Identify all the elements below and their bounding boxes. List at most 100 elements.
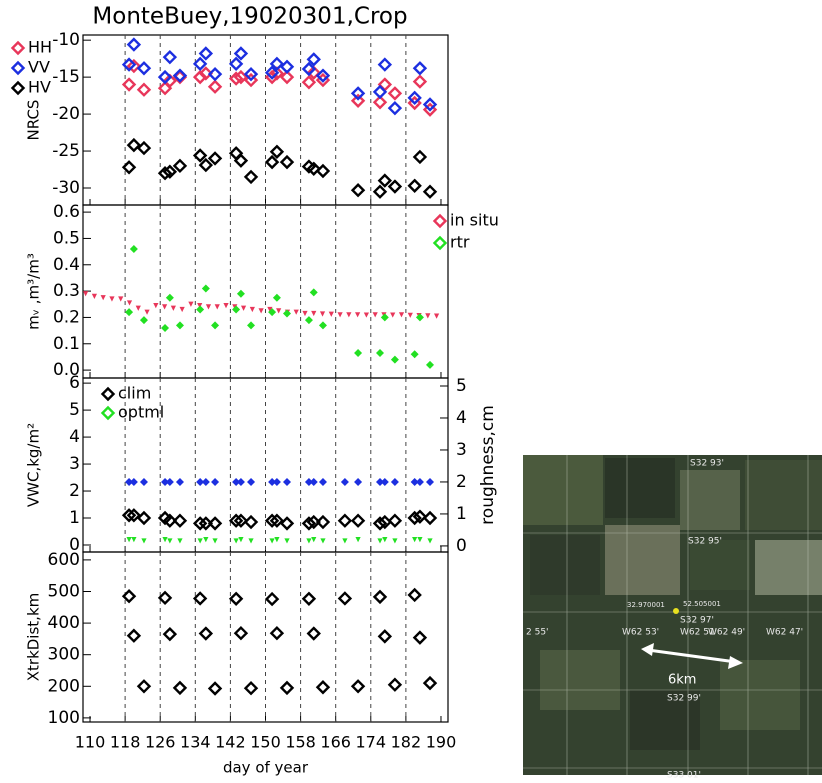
x-tick-label: 110: [75, 733, 106, 752]
field: [540, 650, 620, 710]
legend-label: HH: [28, 38, 52, 57]
marker: [381, 478, 389, 486]
satellite-map: S32 93'S32 95'32.97000152.505001S32 97'2…: [523, 455, 822, 781]
marker: [414, 76, 425, 87]
marker: [354, 478, 362, 486]
marker: [210, 69, 221, 80]
marker: [200, 48, 211, 59]
marker: [354, 349, 362, 357]
y-tick-label: 0.2: [53, 307, 80, 327]
marker: [389, 515, 400, 526]
y2-tick-label: 1: [456, 504, 467, 524]
site-marker: [673, 608, 679, 614]
marker: [118, 296, 123, 301]
marker: [195, 58, 206, 69]
x-tick-label: 166: [320, 733, 351, 752]
field: [680, 470, 740, 530]
marker: [161, 324, 169, 332]
marker: [302, 311, 307, 316]
marker: [160, 592, 171, 603]
marker: [284, 538, 289, 543]
marker: [247, 321, 255, 329]
marker: [306, 538, 311, 543]
marker: [381, 313, 389, 321]
marker: [138, 681, 149, 692]
marker: [235, 48, 246, 59]
marker: [303, 593, 314, 604]
marker: [167, 538, 172, 543]
marker: [210, 153, 221, 164]
marker: [188, 302, 193, 307]
marker: [414, 632, 425, 643]
marker: [337, 312, 342, 317]
field: [530, 535, 600, 595]
marker: [377, 538, 382, 543]
marker: [273, 478, 281, 486]
marker: [389, 88, 400, 99]
x-tick-label: 126: [145, 733, 176, 752]
marker: [195, 150, 206, 161]
y-tick-label: 0.4: [53, 255, 80, 275]
marker: [425, 186, 436, 197]
y-tick-label: 0.1: [53, 334, 80, 354]
marker: [426, 361, 434, 369]
marker: [317, 682, 328, 693]
marker: [180, 307, 185, 312]
legend-label: rtr: [450, 233, 470, 252]
map-label: 2 55': [526, 628, 549, 638]
legend-label: in situ: [450, 211, 499, 230]
map-label: W62 53': [622, 628, 659, 638]
marker: [138, 63, 149, 74]
marker: [259, 308, 264, 313]
marker: [434, 314, 439, 319]
marker: [138, 84, 149, 95]
y-tick-label: 300: [48, 645, 80, 665]
y2-tick-label: 5: [456, 376, 467, 396]
marker: [200, 628, 211, 639]
marker: [399, 312, 404, 317]
marker: [425, 313, 430, 318]
marker: [391, 478, 399, 486]
marker: [232, 306, 240, 314]
marker: [346, 312, 351, 317]
y-tick-label: 0.3: [53, 281, 80, 301]
field: [720, 660, 800, 730]
marker: [237, 290, 245, 298]
y-tick-label: -25: [52, 141, 80, 161]
marker: [267, 157, 278, 168]
marker: [174, 515, 185, 526]
marker: [426, 478, 434, 486]
marker: [127, 300, 132, 305]
marker: [144, 310, 149, 315]
marker: [130, 245, 138, 253]
marker: [176, 478, 184, 486]
marker: [283, 309, 291, 317]
marker: [195, 593, 206, 604]
marker: [164, 52, 175, 63]
y-tick-label: 0.5: [53, 228, 80, 248]
marker: [202, 284, 210, 292]
marker: [414, 151, 425, 162]
legend-marker: [13, 43, 24, 54]
y-tick-label: 500: [48, 581, 80, 601]
marker: [281, 518, 292, 529]
marker: [411, 350, 419, 358]
marker: [171, 306, 176, 311]
marker: [379, 175, 390, 186]
y-tick-label: 400: [48, 613, 80, 633]
marker: [210, 518, 221, 529]
marker: [341, 478, 349, 486]
marker: [320, 538, 325, 543]
marker: [425, 513, 436, 524]
marker: [128, 630, 139, 641]
y-tick-label: 2: [69, 481, 80, 501]
map-label: S32 97': [680, 616, 714, 626]
marker: [234, 538, 239, 543]
marker: [136, 306, 141, 311]
marker: [128, 39, 139, 50]
marker: [131, 537, 136, 542]
marker: [353, 88, 364, 99]
x-tick-label: 174: [356, 733, 387, 752]
legend-marker: [13, 83, 24, 94]
chart-title: MonteBuey,19020301,Crop: [92, 4, 407, 30]
